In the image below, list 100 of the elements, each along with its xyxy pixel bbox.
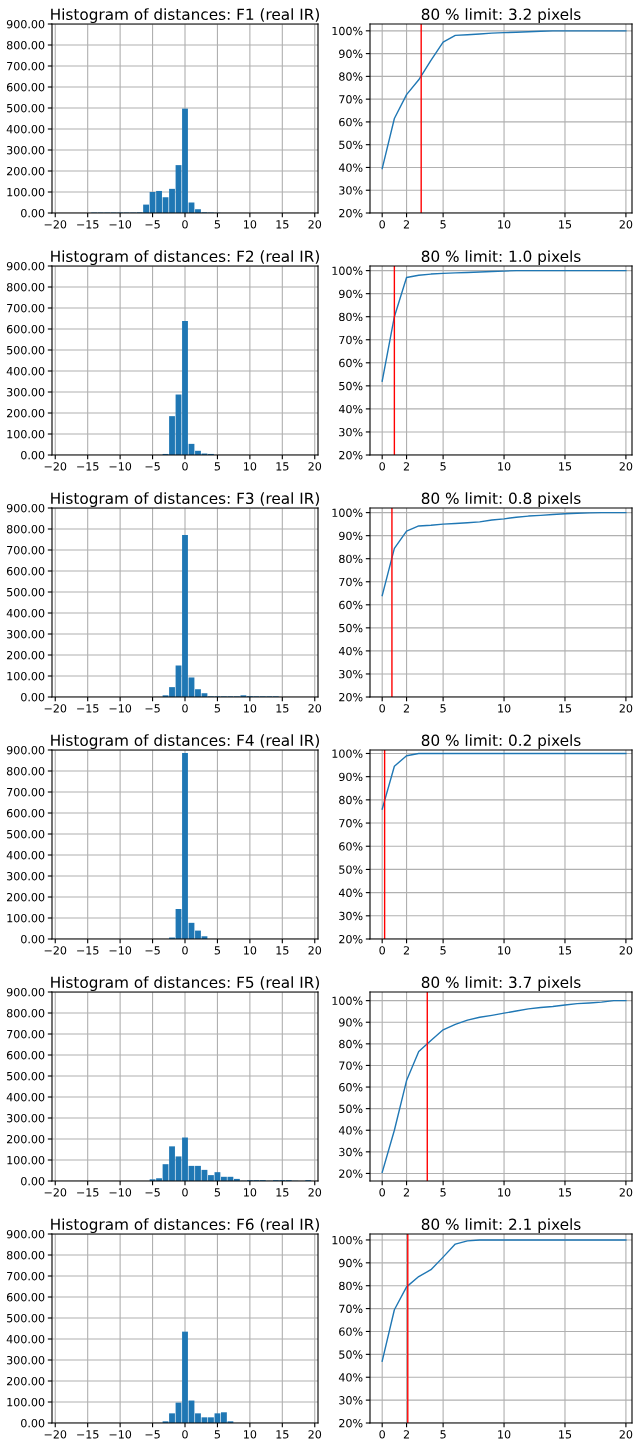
- y-tick-label: 900.00: [6, 503, 45, 513]
- x-tick-label: 10: [244, 1430, 257, 1439]
- x-tick-label: 2: [403, 462, 409, 471]
- x-tick-label: 10: [244, 220, 257, 229]
- x-tick-label: −10: [109, 220, 132, 229]
- y-tick-label: 40%: [338, 1373, 363, 1382]
- y-tick-label: 80%: [339, 554, 363, 564]
- y-tick-label: 70%: [339, 577, 363, 587]
- x-tick-label: 20: [619, 462, 633, 471]
- x-tick-label: 5: [214, 1188, 220, 1197]
- chart-title: 80 % limit: 3.2 pixels: [421, 8, 581, 24]
- x-tick-label: 15: [276, 946, 289, 955]
- y-tick-label: 400.00: [6, 1092, 45, 1102]
- y-tick-label: 900.00: [6, 745, 45, 755]
- y-tick-label: 90%: [339, 772, 363, 782]
- chart-title: 80 % limit: 0.2 pixels: [421, 734, 581, 750]
- x-tick-label: 5: [440, 704, 446, 713]
- y-tick-label: 600.00: [6, 324, 45, 334]
- y-tick-label: 50%: [339, 1104, 363, 1114]
- y-tick-label: 50%: [339, 865, 363, 874]
- y-tick-label: 600.00: [6, 566, 45, 576]
- y-tick-label: 60%: [339, 358, 363, 368]
- x-tick-label: 2: [403, 220, 409, 229]
- x-tick-label: 5: [440, 946, 446, 955]
- y-tick-label: 0.00: [21, 934, 45, 944]
- y-tick-label: 100.00: [7, 1155, 45, 1165]
- chart-title: Histogram of distances: F4 (real IR): [51, 734, 319, 750]
- x-tick-label: −15: [77, 1188, 99, 1197]
- x-tick-label: −10: [109, 946, 132, 955]
- x-tick-label: 15: [559, 462, 572, 471]
- x-tick-label: 15: [559, 220, 572, 229]
- y-tick-label: 80%: [339, 312, 363, 322]
- y-tick-label: 30%: [339, 1147, 363, 1157]
- y-tick-label: 700.00: [7, 1029, 45, 1039]
- x-tick-label: 20: [308, 462, 322, 471]
- y-tick-label: 90%: [339, 49, 363, 58]
- y-tick-label: 90%: [339, 1018, 363, 1027]
- x-tick-label: −5: [145, 1430, 160, 1439]
- y-tick-label: 600.00: [6, 1292, 45, 1302]
- x-tick-label: 0: [379, 220, 385, 229]
- x-tick-label: −10: [109, 462, 132, 471]
- y-tick-label: 900.00: [6, 19, 45, 29]
- chart-title: Histogram of distances: F2 (real IR): [51, 250, 319, 266]
- x-tick-label: 20: [308, 1188, 322, 1197]
- y-tick-label: 900.00: [6, 987, 45, 997]
- y-tick-label: 30%: [339, 186, 363, 195]
- x-tick-label: 5: [440, 1430, 446, 1439]
- y-tick-label: 70%: [339, 1061, 363, 1070]
- y-tick-label: 800.00: [6, 524, 45, 534]
- y-tick-label: 800.00: [6, 40, 45, 50]
- x-tick-label: −5: [145, 704, 160, 713]
- x-tick-label: 10: [244, 704, 257, 713]
- y-tick-label: 0.00: [21, 450, 45, 460]
- x-tick-label: −5: [145, 1188, 160, 1197]
- y-tick-label: 100%: [332, 26, 363, 36]
- x-tick-label: 0: [182, 1188, 188, 1197]
- y-tick-label: 90%: [339, 289, 363, 299]
- x-tick-label: 0: [182, 946, 188, 955]
- x-tick-label: −20: [44, 462, 67, 471]
- y-tick-label: 700.00: [7, 1271, 45, 1281]
- y-tick-label: 300.00: [7, 629, 45, 639]
- y-tick-label: 100%: [332, 996, 363, 1006]
- x-tick-label: 20: [308, 946, 322, 955]
- y-tick-label: 500.00: [7, 829, 45, 839]
- x-tick-label: −5: [145, 220, 160, 229]
- x-tick-label: −5: [145, 462, 160, 471]
- x-tick-label: 0: [379, 946, 385, 955]
- y-tick-label: 50%: [339, 140, 363, 150]
- y-tick-label: 700.00: [7, 787, 45, 797]
- x-tick-label: 0: [379, 462, 385, 471]
- x-tick-label: 20: [308, 704, 322, 713]
- y-tick-label: 300.00: [7, 1355, 45, 1365]
- y-tick-label: 40%: [338, 888, 363, 897]
- x-tick-label: 20: [619, 1188, 633, 1197]
- x-tick-label: 15: [276, 1430, 289, 1439]
- x-tick-label: 5: [440, 220, 446, 229]
- y-tick-label: 20%: [339, 1418, 363, 1428]
- y-tick-label: 400.00: [6, 850, 45, 860]
- x-tick-label: 0: [182, 1430, 188, 1439]
- y-tick-label: 300.00: [7, 145, 45, 155]
- y-tick-label: 0.00: [21, 208, 45, 218]
- y-tick-label: 80%: [339, 72, 363, 81]
- y-tick-label: 900.00: [6, 261, 45, 271]
- x-tick-label: 5: [214, 704, 220, 713]
- y-tick-label: 100.00: [7, 429, 45, 439]
- y-tick-label: 40%: [338, 163, 363, 172]
- y-tick-label: 20%: [339, 208, 363, 218]
- y-tick-label: 300.00: [7, 871, 45, 881]
- y-tick-label: 100%: [332, 1235, 363, 1245]
- y-tick-label: 800.00: [6, 766, 45, 776]
- y-tick-label: 30%: [339, 669, 363, 679]
- y-tick-label: 80%: [339, 1039, 363, 1049]
- y-tick-label: 50%: [339, 381, 363, 391]
- x-tick-label: −20: [44, 946, 67, 955]
- y-tick-label: 20%: [339, 1169, 363, 1178]
- x-tick-label: −20: [44, 1188, 67, 1197]
- y-tick-label: 600.00: [6, 1050, 45, 1060]
- y-tick-label: 500.00: [7, 587, 45, 597]
- x-tick-label: 5: [440, 1188, 446, 1197]
- x-tick-label: 0: [379, 1188, 385, 1197]
